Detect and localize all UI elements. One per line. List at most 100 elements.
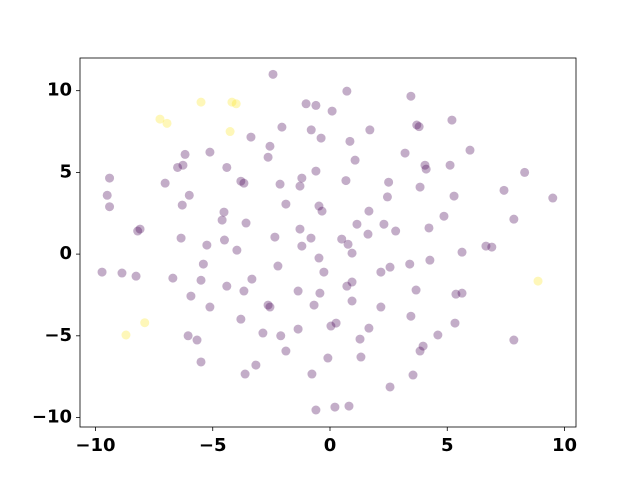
point — [342, 86, 352, 96]
point — [421, 164, 431, 174]
point — [177, 200, 187, 210]
point — [445, 160, 455, 170]
point — [293, 324, 303, 334]
point — [183, 331, 193, 341]
point — [364, 206, 374, 216]
point — [309, 300, 319, 310]
point — [196, 97, 206, 107]
y-tick-label: 0 — [59, 243, 72, 264]
point — [355, 334, 365, 344]
point — [176, 233, 186, 243]
point — [487, 242, 497, 252]
point — [433, 330, 443, 340]
point — [379, 219, 389, 229]
point — [420, 160, 430, 170]
point — [345, 136, 355, 146]
point — [406, 311, 416, 321]
point — [415, 182, 425, 192]
point — [162, 118, 172, 128]
point — [275, 179, 285, 189]
point — [281, 346, 291, 356]
point — [198, 259, 208, 269]
point — [219, 207, 229, 217]
point — [319, 267, 329, 277]
plot-frame — [79, 57, 577, 428]
point — [311, 100, 321, 110]
point — [481, 241, 491, 251]
point — [180, 149, 190, 159]
point — [105, 202, 115, 212]
point — [155, 114, 165, 124]
point — [350, 155, 360, 165]
point — [450, 318, 460, 328]
point — [306, 125, 316, 135]
point — [236, 314, 246, 324]
point — [306, 233, 316, 243]
point — [425, 255, 435, 265]
point — [343, 239, 353, 249]
point — [356, 352, 366, 362]
point — [258, 328, 268, 338]
point — [196, 357, 206, 367]
point — [314, 201, 324, 211]
point — [131, 271, 141, 281]
point — [382, 192, 392, 202]
point — [222, 281, 232, 291]
x-tick-label: 5 — [441, 435, 454, 456]
point — [347, 296, 357, 306]
point — [263, 300, 273, 310]
point — [415, 346, 425, 356]
point — [295, 224, 305, 234]
point — [307, 369, 317, 379]
point — [205, 302, 215, 312]
point — [263, 152, 273, 162]
point — [509, 335, 519, 345]
point — [451, 289, 461, 299]
point — [365, 125, 375, 135]
y-tick-label: 5 — [59, 161, 72, 182]
point — [520, 167, 530, 177]
point — [241, 218, 251, 228]
point — [196, 275, 206, 285]
point — [273, 261, 283, 271]
point — [246, 132, 256, 142]
point — [227, 97, 237, 107]
point — [192, 335, 202, 345]
point — [533, 276, 543, 286]
point — [314, 253, 324, 263]
point — [341, 176, 351, 186]
point — [330, 402, 340, 412]
point — [331, 318, 341, 328]
point — [276, 331, 286, 341]
point — [363, 229, 373, 239]
point — [219, 235, 229, 245]
point — [414, 122, 424, 132]
point — [301, 99, 311, 109]
point — [376, 302, 386, 312]
point — [465, 145, 475, 155]
point — [105, 173, 115, 183]
point — [457, 288, 467, 298]
x-tick-label: 0 — [324, 435, 337, 456]
point — [297, 241, 307, 251]
point — [400, 148, 410, 158]
point — [311, 166, 321, 176]
point — [311, 405, 321, 415]
point — [225, 127, 235, 137]
point — [160, 178, 170, 188]
point — [117, 268, 127, 278]
point — [364, 323, 374, 333]
point — [347, 277, 357, 287]
point — [347, 248, 357, 258]
point — [184, 190, 194, 200]
point — [406, 91, 416, 101]
point — [277, 122, 287, 132]
point — [352, 219, 362, 229]
point — [405, 259, 415, 269]
point — [509, 214, 519, 224]
x-tick-label: −5 — [199, 435, 227, 456]
point — [102, 190, 112, 200]
point — [121, 330, 131, 340]
point — [327, 106, 337, 116]
